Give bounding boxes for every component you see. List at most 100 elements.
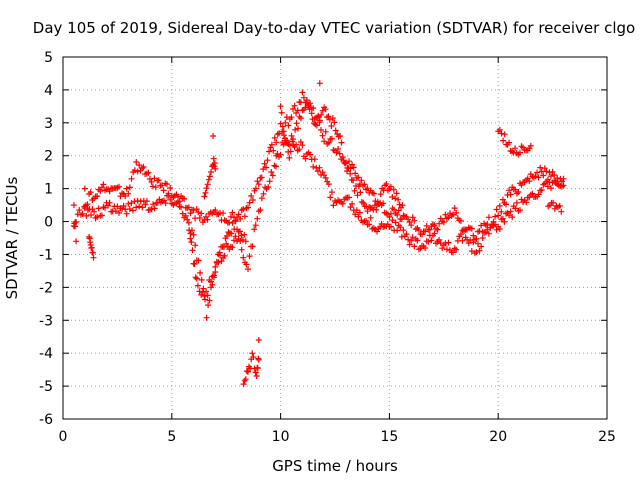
data-point bbox=[543, 168, 550, 175]
data-point bbox=[252, 222, 259, 229]
data-point bbox=[299, 142, 306, 149]
data-point bbox=[287, 148, 294, 155]
data-point bbox=[249, 350, 256, 357]
data-point bbox=[133, 159, 140, 165]
data-point bbox=[156, 196, 163, 203]
data-point bbox=[160, 187, 167, 194]
data-point bbox=[431, 222, 438, 229]
data-point bbox=[165, 192, 172, 199]
data-point bbox=[495, 212, 502, 219]
x-tick-label: 15 bbox=[380, 429, 398, 445]
data-point bbox=[140, 164, 147, 170]
data-point bbox=[503, 201, 509, 208]
data-point bbox=[193, 206, 200, 213]
data-point bbox=[240, 254, 247, 261]
data-point bbox=[517, 149, 523, 156]
data-point bbox=[94, 193, 101, 200]
data-point bbox=[237, 216, 244, 222]
data-point bbox=[211, 160, 218, 167]
data-point bbox=[145, 169, 152, 176]
data-point bbox=[257, 207, 264, 213]
data-point bbox=[264, 157, 271, 164]
data-point bbox=[206, 173, 213, 180]
data-point bbox=[328, 189, 335, 196]
data-point bbox=[496, 226, 503, 232]
data-point bbox=[397, 224, 404, 231]
data-point bbox=[309, 116, 316, 123]
data-point bbox=[106, 188, 113, 195]
data-point bbox=[102, 204, 108, 211]
data-point bbox=[394, 227, 401, 234]
data-point bbox=[195, 209, 202, 216]
data-point bbox=[534, 169, 541, 176]
data-point bbox=[321, 138, 328, 145]
data-point bbox=[212, 269, 219, 275]
data-point bbox=[91, 208, 98, 215]
data-point bbox=[501, 218, 508, 225]
data-point bbox=[88, 212, 94, 218]
y-tick-label: -1 bbox=[39, 247, 53, 263]
data-point bbox=[149, 183, 156, 190]
data-point bbox=[319, 132, 326, 139]
data-point bbox=[276, 130, 283, 137]
data-point bbox=[459, 237, 466, 244]
data-point bbox=[136, 162, 143, 169]
data-point bbox=[190, 231, 197, 238]
data-point bbox=[185, 204, 192, 211]
data-point bbox=[273, 152, 280, 159]
data-point bbox=[181, 195, 188, 202]
data-point bbox=[282, 119, 289, 126]
data-point bbox=[70, 202, 77, 209]
data-point bbox=[272, 163, 279, 170]
data-point bbox=[285, 122, 292, 129]
data-point bbox=[392, 195, 399, 202]
data-point bbox=[167, 196, 174, 203]
data-point bbox=[300, 94, 307, 101]
data-point bbox=[221, 252, 228, 259]
data-point bbox=[512, 186, 519, 193]
data-point bbox=[220, 210, 227, 217]
data-point bbox=[415, 227, 422, 233]
data-point bbox=[228, 230, 235, 237]
data-point bbox=[248, 192, 255, 199]
data-point bbox=[548, 173, 554, 180]
data-point bbox=[254, 365, 261, 372]
data-point bbox=[98, 212, 105, 219]
data-point bbox=[237, 228, 243, 235]
data-point bbox=[328, 123, 335, 129]
data-point bbox=[549, 168, 556, 175]
data-point bbox=[231, 237, 237, 244]
data-point bbox=[390, 186, 397, 193]
data-point bbox=[347, 204, 354, 211]
data-point bbox=[79, 210, 86, 217]
y-tick-label: 2 bbox=[44, 149, 53, 165]
data-point bbox=[544, 183, 551, 190]
data-point bbox=[245, 368, 251, 375]
data-point bbox=[196, 215, 203, 221]
data-point bbox=[414, 237, 421, 244]
data-point bbox=[175, 194, 181, 200]
data-point bbox=[255, 337, 262, 343]
data-point bbox=[254, 215, 261, 222]
data-point bbox=[240, 206, 247, 213]
data-point bbox=[314, 168, 321, 175]
y-tick-label: 4 bbox=[44, 83, 53, 99]
data-point bbox=[470, 232, 477, 239]
data-point bbox=[475, 240, 481, 247]
data-point bbox=[186, 227, 193, 234]
data-point bbox=[540, 172, 547, 179]
data-point bbox=[284, 139, 291, 146]
plot-frame bbox=[62, 56, 608, 420]
data-point bbox=[473, 249, 480, 255]
data-point bbox=[364, 208, 371, 215]
data-point bbox=[297, 139, 304, 145]
data-point bbox=[112, 208, 119, 215]
data-point bbox=[498, 130, 505, 137]
data-point bbox=[506, 212, 513, 219]
data-point bbox=[468, 225, 475, 232]
data-point bbox=[238, 232, 245, 239]
data-point bbox=[363, 203, 370, 210]
data-point bbox=[389, 217, 396, 224]
data-point bbox=[391, 206, 398, 213]
data-point bbox=[290, 106, 296, 112]
